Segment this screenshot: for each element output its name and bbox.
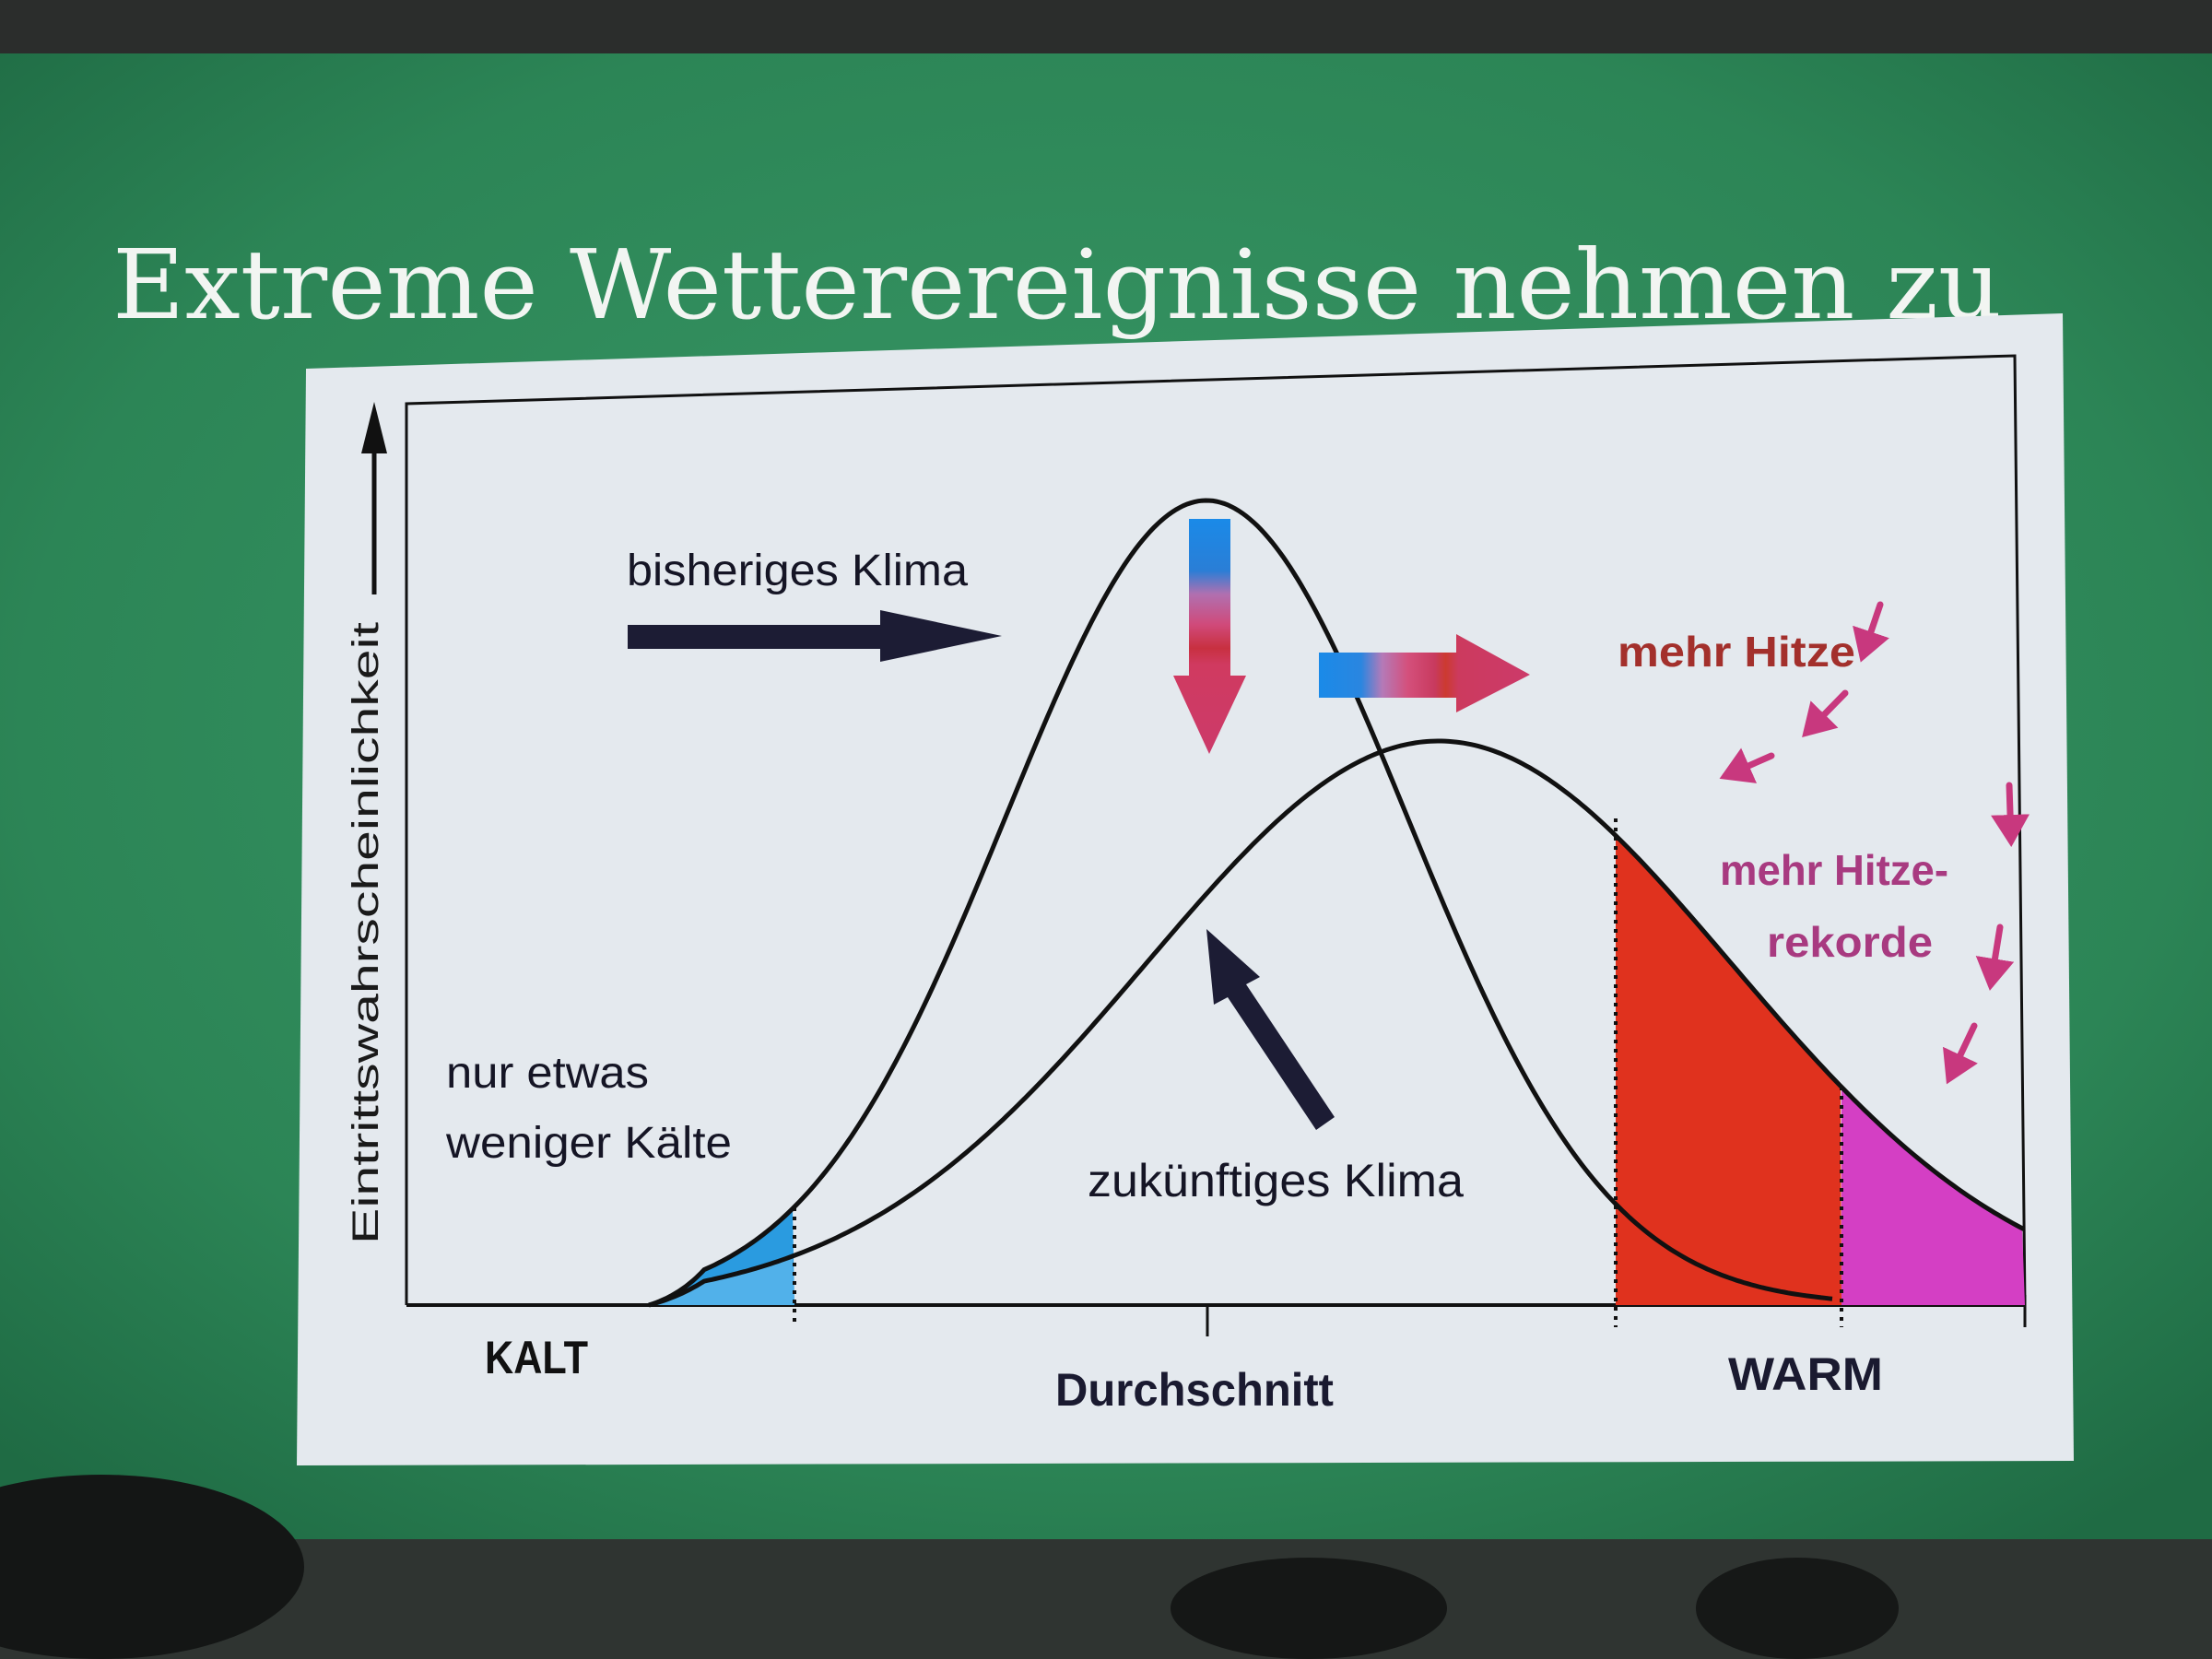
x-label-warm: WARM (1728, 1348, 1883, 1400)
heat-arrow-icon (1802, 689, 1849, 738)
record-arrow-icon (1943, 1022, 1978, 1085)
label-more-records-line2: rekorde (1767, 918, 1933, 966)
slide-title: Extreme Wetterereignisse nehmen zu (112, 229, 2002, 341)
room-ceiling (0, 0, 2212, 57)
x-label-average: Durchschnitt (1055, 1364, 1334, 1416)
label-past-climate: bisheriges Klima (627, 547, 968, 595)
label-more-heat: mehr Hitze (1618, 628, 1855, 676)
past-climate-arrow-icon (628, 610, 1002, 662)
shrink-arrow-icon (1173, 519, 1246, 754)
audience-head (1696, 1558, 1899, 1659)
label-more-records-line1: mehr Hitze- (1720, 846, 1948, 894)
label-future-climate: zukünftiges Klima (1088, 1155, 1464, 1206)
audience-head (1171, 1558, 1447, 1659)
shift-right-arrow-icon (1319, 634, 1530, 712)
y-axis-arrowhead-icon (361, 402, 387, 453)
heat-arrow-icon (1853, 601, 1889, 663)
label-less-cold-line2: weniger Kälte (445, 1119, 732, 1168)
heat-arrow-icon (1719, 747, 1775, 783)
record-region (1841, 1087, 2025, 1305)
future-climate-curve (648, 738, 2026, 1308)
heat-region (1616, 835, 1841, 1305)
past-climate-curve (648, 498, 1833, 1308)
audience-head (0, 1475, 304, 1659)
future-climate-arrow-icon (1206, 929, 1335, 1130)
y-axis-label: Eintrittswahrscheinlichkeit (346, 622, 386, 1244)
record-arrow-icon (1975, 924, 2015, 991)
label-less-cold-line1: nur etwas (446, 1049, 649, 1098)
x-label-cold: KALT (485, 1332, 588, 1383)
record-arrow-icon (1991, 782, 2030, 847)
